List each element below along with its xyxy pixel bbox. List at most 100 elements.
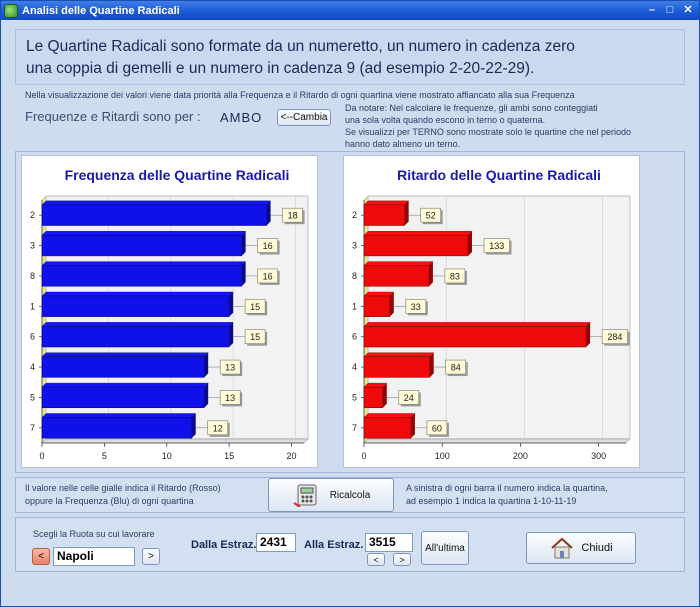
- bar: [363, 265, 430, 287]
- data-label-box: [219, 390, 241, 405]
- chart-title: Frequenza delle Quartine Radicali: [65, 167, 290, 183]
- data-label-box: [405, 299, 427, 314]
- bar-top: [41, 322, 234, 327]
- bar: [363, 204, 405, 226]
- bar: [363, 326, 587, 348]
- delay-chart: Ritardo delle Quartine Radicali 0 100 200 30…: [352, 167, 631, 461]
- data-label: 33: [411, 302, 421, 312]
- cambia-button[interactable]: <--Cambia: [277, 109, 331, 126]
- alla-next-button[interactable]: >: [393, 553, 411, 566]
- ricalcola-button[interactable]: Ricalcola: [268, 478, 394, 512]
- data-label-box: [244, 329, 266, 344]
- note-line: hanno dato almeno un terno.: [345, 139, 461, 149]
- bar-side: [410, 413, 415, 439]
- y-tick-label: 8: [30, 271, 35, 281]
- bar-side: [204, 383, 209, 408]
- y-tick-label: 2: [30, 210, 35, 220]
- data-label-box: [219, 359, 241, 375]
- x-tick-label: 5: [102, 451, 107, 461]
- data-label-box: [244, 299, 266, 314]
- data-label: 13: [225, 363, 235, 373]
- bar-side: [229, 322, 234, 348]
- data-label: 16: [263, 271, 273, 281]
- headline-line-2: una coppia di gemelli e un numero in cad…: [26, 60, 535, 77]
- x-tick-label: 0: [361, 451, 366, 461]
- y-tick-label: 7: [352, 423, 357, 433]
- dalla-label: Dalla Estraz.: [191, 539, 257, 551]
- bar: [41, 204, 267, 226]
- x-tick-label: 0: [39, 451, 44, 461]
- data-label: 84: [451, 363, 461, 373]
- title-bar: Analisi delle Quartine Radicali – □ ✕: [1, 1, 699, 20]
- allultima-button[interactable]: All'ultima: [421, 531, 469, 565]
- data-label-box: [601, 329, 628, 344]
- bar-top: [363, 261, 434, 266]
- y-tick-label: 1: [352, 301, 357, 311]
- maximize-icon[interactable]: □: [666, 4, 674, 16]
- ruota-label: Scegli la Ruota su cui lavorare: [33, 529, 155, 539]
- bar-top: [363, 231, 473, 236]
- headline-box: Le Quartine Radicali sono formate da un …: [15, 29, 685, 85]
- bar-side: [404, 200, 409, 226]
- data-label-box: [483, 238, 510, 253]
- headline-line-1: Le Quartine Radicali sono formate da un …: [26, 38, 575, 55]
- y-tick-label: 4: [30, 362, 35, 372]
- chiudi-button[interactable]: Chiudi: [526, 532, 636, 564]
- bar-side: [266, 200, 271, 226]
- alla-label: Alla Estraz.: [304, 539, 364, 551]
- bar-top: [41, 291, 234, 297]
- bar: [363, 234, 469, 257]
- data-label-box: [445, 359, 466, 375]
- bar-side: [204, 352, 209, 378]
- x-tick-label: 300: [591, 451, 606, 461]
- app-icon: [4, 3, 18, 18]
- y-tick-label: 4: [352, 362, 357, 372]
- y-tick-label: 5: [30, 392, 35, 402]
- alla-field[interactable]: 3515: [365, 533, 413, 552]
- bar-top: [363, 200, 410, 206]
- right-note: A sinistra di ogni barra il numero indic…: [406, 482, 608, 508]
- bar-top: [41, 261, 247, 266]
- bar-side: [428, 261, 433, 287]
- bar: [363, 417, 412, 439]
- data-label: 18: [288, 211, 298, 221]
- bar: [41, 265, 242, 287]
- alla-prev-button[interactable]: <: [367, 553, 385, 566]
- data-label: 15: [250, 302, 260, 312]
- y-tick-label: 8: [352, 271, 357, 281]
- data-label-box: [282, 207, 303, 223]
- data-label: 284: [607, 332, 622, 342]
- y-tick-label: 6: [30, 332, 35, 342]
- bar-top: [363, 291, 395, 297]
- y-tick-label: 6: [352, 332, 357, 342]
- data-label-box: [207, 420, 229, 436]
- ruota-prev-button[interactable]: <: [32, 548, 50, 565]
- bar: [363, 386, 384, 409]
- bar-top: [41, 382, 209, 388]
- y-tick-label: 1: [30, 301, 35, 311]
- close-icon[interactable]: ✕: [683, 4, 693, 16]
- left-note-line: Il valore nelle celle gialle indica il R…: [25, 483, 221, 493]
- data-label: 24: [404, 393, 414, 403]
- bar-side: [191, 413, 196, 439]
- home-icon: [551, 537, 574, 559]
- ruota-next-button[interactable]: >: [142, 548, 160, 565]
- bar-side: [468, 231, 473, 256]
- bar: [363, 295, 391, 317]
- data-label-box: [420, 207, 441, 223]
- left-note: Il valore nelle celle gialle indica il R…: [25, 482, 221, 508]
- bar: [41, 417, 192, 439]
- bar-top: [363, 352, 435, 357]
- note-line: una sola volta quando escono in terno o …: [345, 115, 546, 125]
- bar-side: [241, 231, 246, 256]
- minimize-icon[interactable]: –: [648, 4, 656, 16]
- ruota-field[interactable]: Napoli: [53, 547, 135, 566]
- data-label-box: [257, 238, 278, 253]
- bar-side: [229, 291, 234, 317]
- x-tick-label: 10: [162, 451, 172, 461]
- dalla-field[interactable]: 2431: [256, 533, 296, 552]
- bar-side: [586, 322, 591, 348]
- note-line: Se visualizzi per TERNO sono mostrate so…: [345, 127, 631, 137]
- bar-side: [382, 383, 387, 408]
